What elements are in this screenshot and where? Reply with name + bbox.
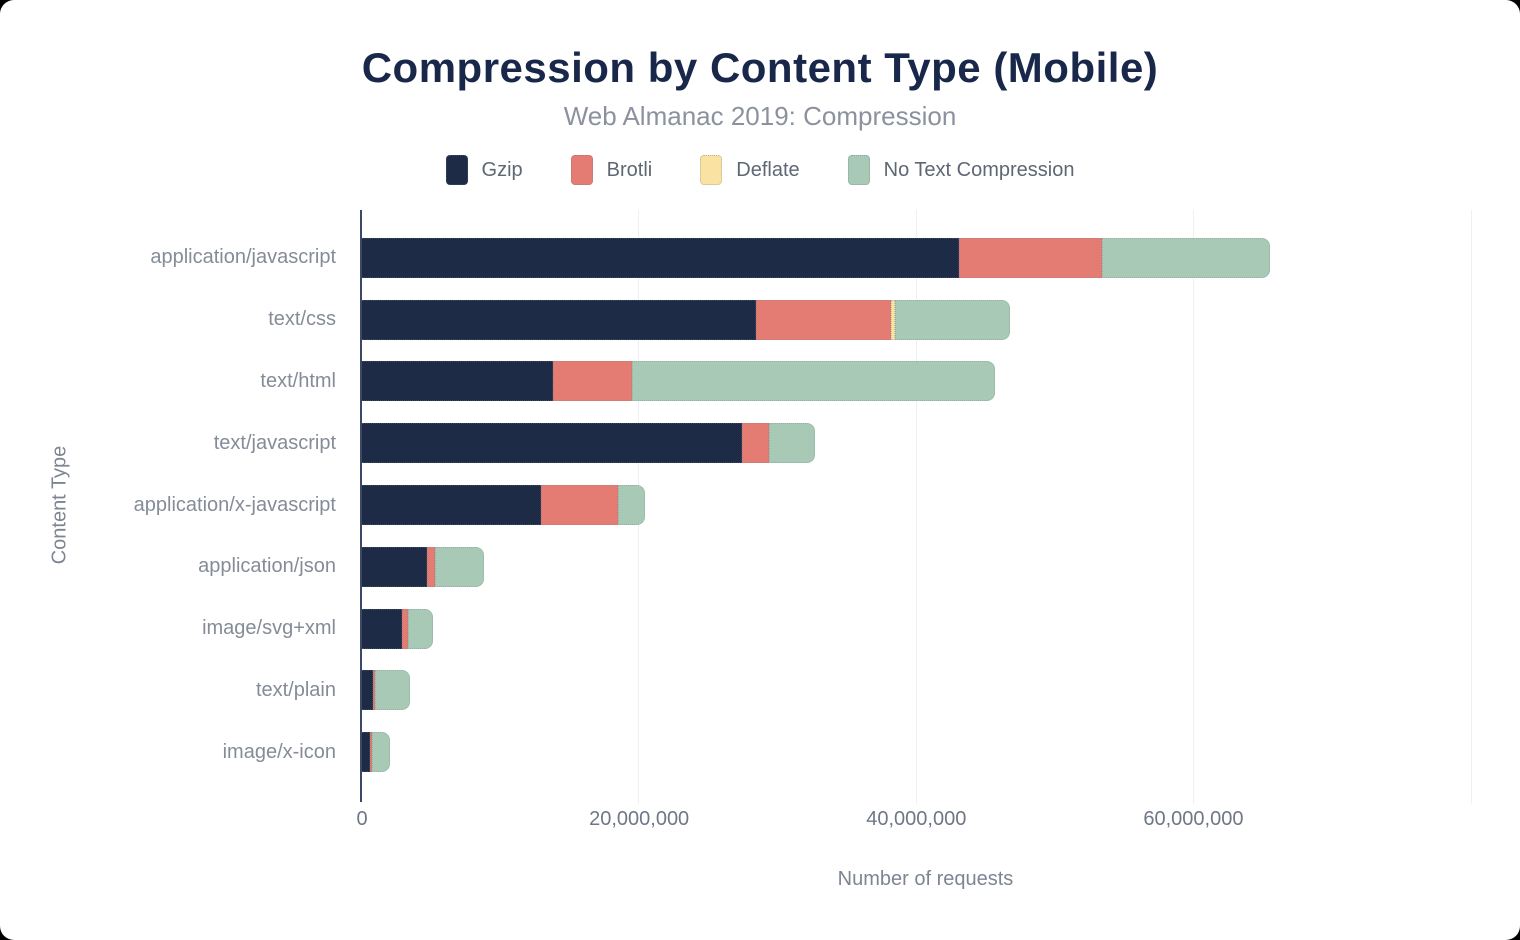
bar-row bbox=[362, 598, 1490, 660]
gridline bbox=[1193, 210, 1195, 804]
bar-segment-gzip bbox=[362, 546, 428, 587]
bar-segment-no-text-compression bbox=[632, 361, 996, 402]
bar-segment-gzip bbox=[362, 423, 742, 464]
bar-segment-gzip bbox=[362, 608, 403, 649]
legend-item-no-text-compression: No Text Compression bbox=[847, 155, 1075, 185]
y-axis-labels: application/javascript text/css text/html t… bbox=[0, 227, 348, 783]
y-axis-label: image/svg+xml bbox=[202, 617, 336, 640]
legend-item-deflate: Deflate bbox=[700, 155, 800, 185]
bar-track-text-html bbox=[362, 361, 1490, 402]
bar-segment-brotli bbox=[372, 670, 376, 711]
gridline bbox=[1470, 210, 1472, 804]
bar-segment-no-text-compression bbox=[435, 546, 484, 587]
bar-track-application-javascript bbox=[362, 237, 1490, 278]
x-tick-label: 0 bbox=[356, 808, 368, 830]
legend-swatch-gzip bbox=[445, 155, 468, 185]
bar-track-image-x-icon bbox=[362, 732, 1490, 773]
bar-rows bbox=[362, 227, 1490, 783]
gridline bbox=[915, 210, 917, 804]
legend-item-brotli: Brotli bbox=[570, 155, 653, 185]
bar-segment-no-text-compression bbox=[407, 608, 433, 649]
y-axis-label: text/css bbox=[268, 308, 336, 331]
bar-track-text-css bbox=[362, 299, 1490, 340]
bar-segment-deflate bbox=[891, 299, 895, 340]
bar-track-text-plain bbox=[362, 670, 1490, 711]
legend-label: No Text Compression bbox=[883, 158, 1075, 181]
y-axis-line bbox=[360, 210, 362, 802]
bar-row bbox=[362, 351, 1490, 413]
y-axis-label: text/plain bbox=[255, 678, 336, 701]
bar-row bbox=[362, 721, 1490, 783]
y-axis-label: application/x-javascript bbox=[133, 493, 336, 516]
x-axis-ticks: 0 20,000,000 40,000,000 60,000,000 bbox=[356, 808, 1490, 838]
bar-track-text-javascript bbox=[362, 423, 1490, 464]
bar-segment-gzip bbox=[362, 485, 541, 526]
bar-segment-gzip bbox=[362, 670, 373, 711]
y-axis-title: Content Type bbox=[48, 445, 71, 565]
bar-row bbox=[362, 474, 1490, 536]
y-axis-label: text/javascript bbox=[213, 431, 336, 454]
bar-segment-no-text-compression bbox=[1101, 237, 1270, 278]
x-tick-label: 60,000,000 bbox=[1143, 808, 1244, 830]
bar-segment-brotli bbox=[741, 423, 770, 464]
bar-row bbox=[362, 227, 1490, 289]
bar-segment-no-text-compression bbox=[372, 732, 391, 773]
bar-track-application-json bbox=[362, 546, 1490, 587]
bar-segment-brotli bbox=[369, 732, 373, 773]
bar-segment-no-text-compression bbox=[375, 670, 410, 711]
bar-segment-no-text-compression bbox=[769, 423, 816, 464]
bar-segment-gzip bbox=[362, 732, 370, 773]
y-axis-label: application/json bbox=[198, 555, 336, 578]
bar-segment-brotli bbox=[540, 485, 619, 526]
bar-segment-brotli bbox=[959, 237, 1102, 278]
bar-segment-brotli bbox=[553, 361, 633, 402]
bar-segment-no-text-compression bbox=[894, 299, 1010, 340]
bar-segment-brotli bbox=[427, 546, 436, 587]
legend: Gzip Brotli Deflate No Text Compression bbox=[0, 155, 1520, 185]
legend-swatch-brotli bbox=[570, 155, 593, 185]
y-axis-label: text/html bbox=[260, 369, 336, 392]
bar-segment-brotli bbox=[755, 299, 892, 340]
legend-label: Brotli bbox=[606, 158, 653, 181]
legend-swatch-no-text-compression bbox=[847, 155, 870, 185]
bar-segment-gzip bbox=[362, 237, 960, 278]
bar-track-image-svg-xml bbox=[362, 608, 1490, 649]
x-tick-label: 40,000,000 bbox=[866, 808, 967, 830]
chart-title: Compression by Content Type (Mobile) bbox=[361, 44, 1159, 91]
bar-segment-brotli bbox=[402, 608, 408, 649]
legend-swatch-deflate bbox=[700, 155, 723, 185]
chart-subtitle: Web Almanac 2019: Compression bbox=[563, 101, 957, 131]
legend-item-gzip: Gzip bbox=[445, 155, 523, 185]
legend-label: Deflate bbox=[736, 158, 800, 181]
x-axis-title: Number of requests bbox=[837, 868, 1014, 890]
x-tick-label: 20,000,000 bbox=[589, 808, 690, 830]
bar-segment-gzip bbox=[362, 299, 756, 340]
bar-row bbox=[362, 659, 1490, 721]
bar-segment-no-text-compression bbox=[618, 485, 645, 526]
bar-row bbox=[362, 412, 1490, 474]
y-axis-label: application/javascript bbox=[150, 246, 336, 269]
bar-segment-gzip bbox=[362, 361, 554, 402]
bar-row bbox=[362, 536, 1490, 598]
legend-label: Gzip bbox=[481, 158, 523, 181]
bar-row bbox=[362, 289, 1490, 351]
bar-track-application-x-javascript bbox=[362, 485, 1490, 526]
y-axis-label: image/x-icon bbox=[222, 740, 336, 763]
